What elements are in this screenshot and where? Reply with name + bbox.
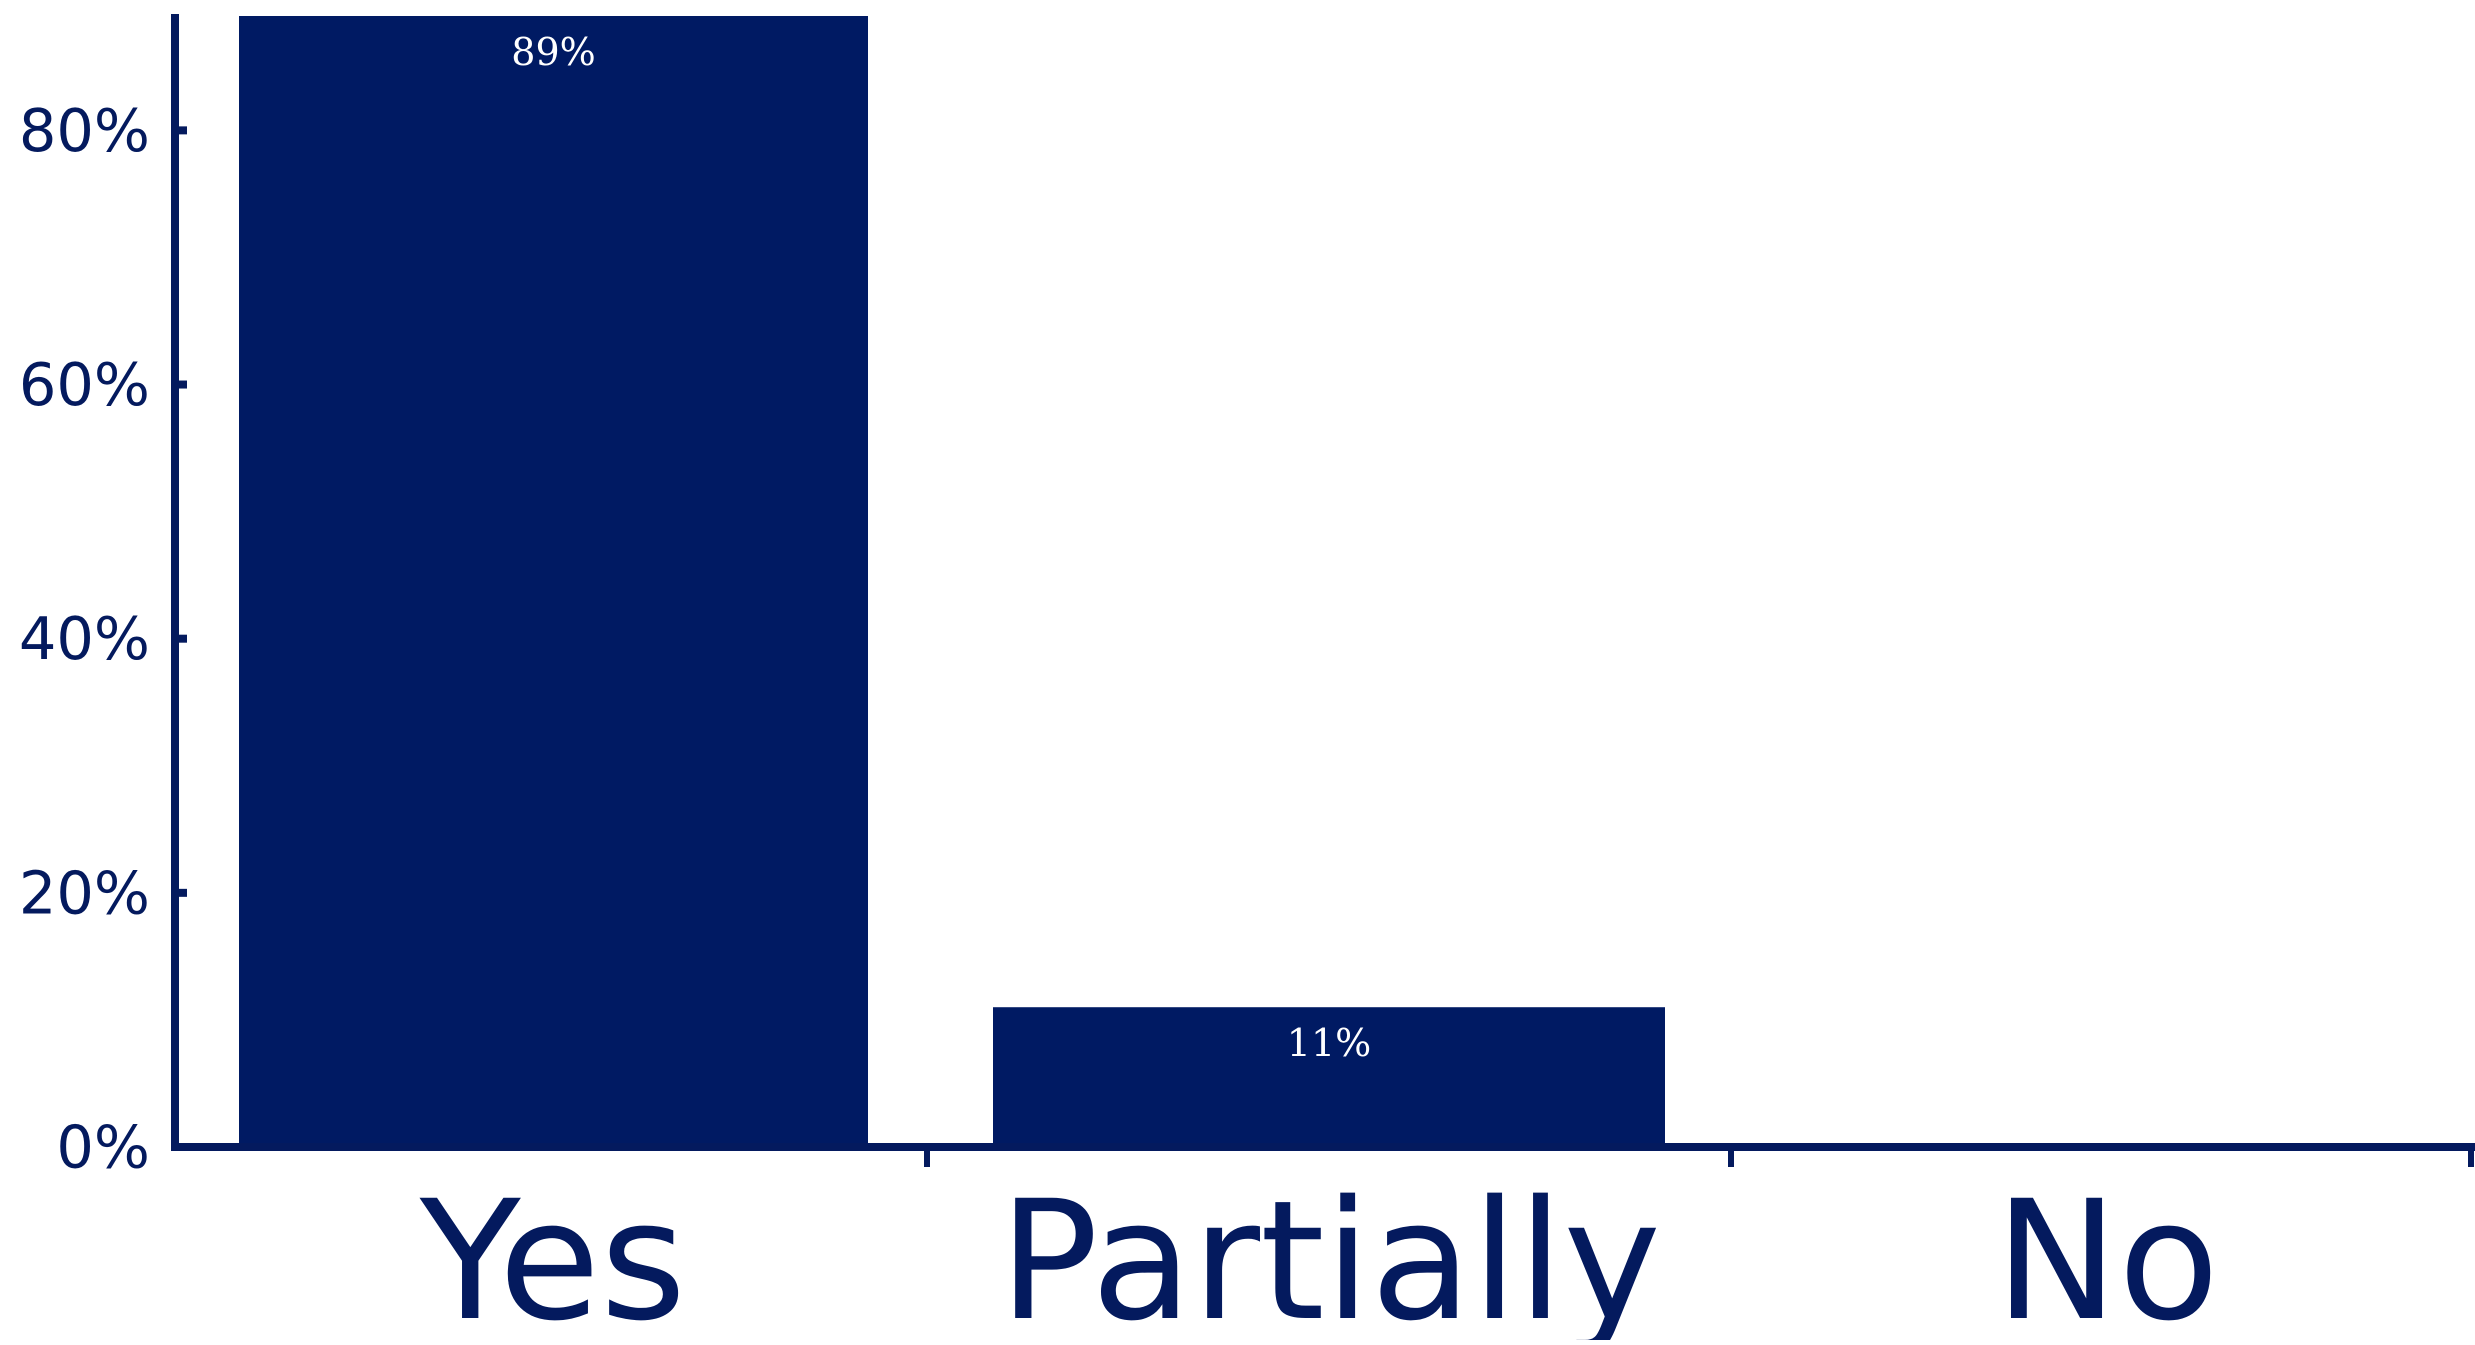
data-label-partially: 11% [1287,1021,1371,1065]
bar-yes [239,16,868,1147]
data-labels: 89% 11% [511,30,1371,1065]
y-tick-label: 80% [19,96,150,165]
y-tick-label: 0% [56,1113,150,1182]
x-category-label-yes: Yes [419,1165,686,1340]
y-tick-label: 40% [19,604,150,673]
bars-layer [239,16,1665,1147]
axes-layer [171,14,2475,1151]
data-label-yes: 89% [511,30,595,74]
x-category-label-partially: Partially [999,1165,1661,1340]
y-tick-label: 20% [19,858,150,927]
x-ticks: Yes Partially No [419,1147,2474,1345]
x-category-label-no: No [1995,1165,2219,1340]
bar-partially [993,1007,1665,1147]
y-ticks: 0% 20% 40% 60% 80% [19,96,187,1182]
y-tick-label: 60% [19,350,150,419]
